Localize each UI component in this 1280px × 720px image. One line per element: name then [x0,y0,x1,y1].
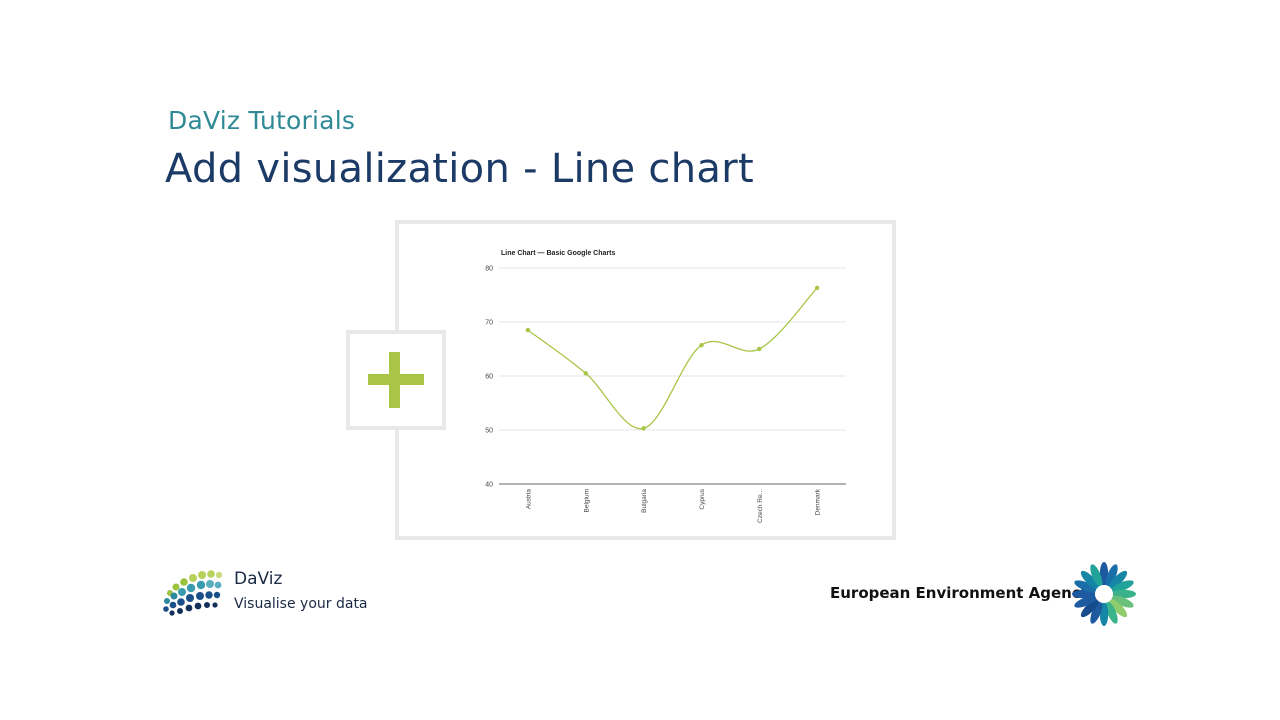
daviz-brand-name: DaViz [234,569,283,589]
data-point [583,371,588,376]
x-tick-label: Bulgaria [641,489,648,513]
slide-subtitle: DaViz Tutorials [168,106,356,135]
chart-title: Line Chart — Basic Google Charts [501,250,615,257]
x-tick-label: Czech Re... [757,489,764,523]
slide-title: Add visualization - Line chart [165,146,754,192]
data-point [525,327,531,333]
y-tick-label: 60 [485,374,493,381]
x-tick-label: Denmark [815,488,822,515]
logo-petal [1080,570,1099,589]
logo-petal [1105,601,1118,624]
logo-petal [1090,601,1103,624]
eea-brand-name: European Environment Agency [830,584,1091,602]
logo-petal [1105,564,1118,587]
eea-logo-icon [1072,562,1136,626]
y-axis-ticks: 40 50 60 70 80 [485,266,493,489]
logo-petal [1090,564,1103,587]
data-point [757,346,762,352]
daviz-tagline: Visualise your data [234,596,368,612]
line-chart: Line Chart — Basic Google Charts 40 50 60 7… [485,250,846,523]
data-point [641,426,646,431]
chart-preview-frame: Line Chart — Basic Google Charts 40 50 60 7… [395,220,896,540]
y-tick-label: 80 [485,266,493,273]
logo-petal [1111,595,1134,608]
series-line [527,287,818,430]
logo-petal [1074,595,1097,608]
x-axis-ticks: Austria Belgium Bulgaria Cyprus Czech Re... D… [525,488,821,523]
series-points [525,285,820,431]
x-tick-label: Cyprus [699,488,706,509]
logo-petal [1109,570,1128,589]
logo-petal [1080,599,1099,618]
y-tick-label: 40 [485,482,493,489]
data-point [699,343,704,348]
chart-gridlines [499,267,846,485]
logo-petal [1109,599,1128,618]
x-tick-label: Austria [525,489,532,510]
data-point [814,285,820,291]
x-tick-label: Belgium [583,489,590,512]
logo-petal [1111,580,1134,593]
y-tick-label: 50 [485,428,493,435]
logo-petal [1074,580,1097,593]
daviz-logo-icon [163,570,223,616]
y-tick-label: 70 [485,320,493,327]
add-visualization-button[interactable] [346,330,446,430]
plus-icon [368,352,424,408]
